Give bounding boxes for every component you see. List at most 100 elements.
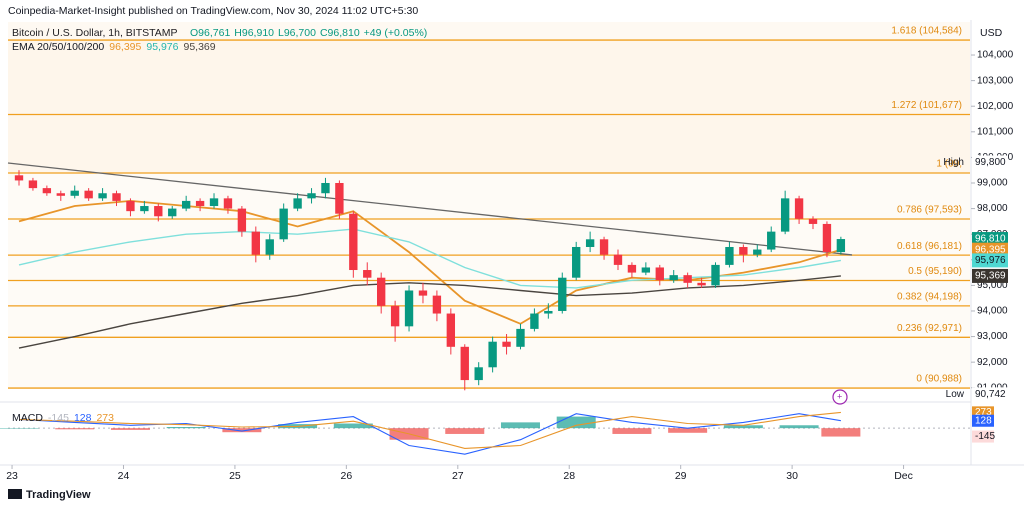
footer: TradingView bbox=[26, 489, 91, 501]
price-tag-label: 96,810 bbox=[975, 234, 1006, 245]
signal-line bbox=[18, 411, 841, 449]
y-tick-label: 92,000 bbox=[977, 357, 1008, 368]
macd-histogram-bar bbox=[723, 425, 763, 429]
candle-body bbox=[711, 264, 720, 286]
low-text: Low bbox=[946, 389, 965, 400]
candle-body bbox=[349, 213, 358, 271]
candle-body bbox=[516, 328, 525, 347]
price-tag bbox=[972, 242, 1008, 257]
y-tick-label: 98,000 bbox=[977, 203, 1008, 214]
x-tick-label: 28 bbox=[563, 470, 575, 482]
ohlc-item: L96,700 bbox=[278, 27, 316, 39]
candle-body bbox=[753, 249, 762, 255]
candle-body bbox=[627, 264, 637, 273]
fib-label: 0.618 (96,181) bbox=[897, 241, 962, 252]
candle-body bbox=[432, 295, 442, 314]
low-tag bbox=[972, 387, 1008, 402]
x-tick-label: 27 bbox=[452, 470, 464, 482]
candle-body bbox=[585, 239, 595, 247]
macd-tag-label: -145 bbox=[975, 431, 995, 442]
macd-histogram-bar bbox=[612, 428, 652, 434]
x-tick-label: Dec bbox=[894, 470, 913, 482]
candle-body bbox=[265, 239, 274, 255]
fib-label: 0.236 (92,971) bbox=[897, 323, 962, 334]
high-label: 99,800 bbox=[975, 157, 1006, 168]
y-tick-label: 94,000 bbox=[977, 306, 1008, 317]
y-tick-label: 95,000 bbox=[977, 280, 1008, 291]
macd-tag-label: 128 bbox=[975, 415, 992, 426]
macd-legend-value: 128 bbox=[74, 412, 92, 424]
candle-body bbox=[683, 275, 692, 283]
candle-body bbox=[530, 313, 539, 329]
macd-histogram-bar bbox=[500, 422, 540, 429]
high-text: High bbox=[943, 157, 964, 168]
candle-body bbox=[558, 277, 567, 311]
fib-zone bbox=[8, 114, 970, 173]
candle-body bbox=[237, 208, 247, 232]
event-icon[interactable] bbox=[832, 389, 848, 405]
candle-body bbox=[279, 208, 288, 240]
candle-body bbox=[794, 198, 804, 219]
x-tick-label: 29 bbox=[675, 470, 687, 482]
candle-body bbox=[446, 313, 456, 347]
candle-body bbox=[154, 206, 163, 217]
macd-histogram-bar bbox=[222, 428, 262, 433]
fib-zone bbox=[8, 255, 970, 281]
macd-legend: MACD -145 128 273 bbox=[12, 412, 114, 424]
candle-body bbox=[404, 290, 414, 327]
candle-body bbox=[474, 367, 483, 381]
macd-histogram-bar bbox=[0, 428, 39, 429]
y-tick-label: 104,000 bbox=[977, 50, 1014, 61]
macd-histogram-bar bbox=[779, 425, 819, 429]
ema-legend: EMA 20/50/100/200 96,395 95,976 95,369 bbox=[12, 41, 216, 53]
candle-body bbox=[209, 198, 219, 207]
macd-tag bbox=[972, 414, 994, 427]
macd-histogram-bar bbox=[166, 427, 206, 429]
fib-label: 0 (90,988) bbox=[916, 374, 962, 385]
macd-histogram-bar bbox=[333, 423, 373, 429]
published: Coinpedia-Market-Insight published on Tr… bbox=[8, 5, 418, 17]
logo bbox=[8, 489, 22, 499]
macd-title: MACD bbox=[12, 412, 43, 424]
candle-body bbox=[572, 246, 581, 278]
ohlc-item: +49 (+0.05%) bbox=[364, 27, 428, 39]
price-tag-label: 95,369 bbox=[975, 271, 1006, 282]
fib-label: 0.382 (94,198) bbox=[897, 292, 962, 303]
fib-zone bbox=[8, 40, 970, 115]
low-label: 90,742 bbox=[975, 389, 1006, 400]
price-tag-label: 96,395 bbox=[975, 244, 1006, 255]
ema-legend-value: 95,976 bbox=[146, 41, 178, 53]
symbol: Bitcoin / U.S. Dollar, 1h, BITSTAMP bbox=[12, 27, 178, 39]
ohlc: O96,761 H96,910 L96,700 C96,810 +49 (+0.05%) bbox=[190, 27, 427, 39]
y-tick-label: 103,000 bbox=[977, 75, 1014, 86]
candle-body bbox=[28, 180, 38, 189]
fib-label: 0.5 (95,190) bbox=[908, 266, 962, 277]
candle-body bbox=[363, 270, 372, 278]
fib-label: 1 (99, bbox=[936, 159, 962, 170]
ema-legend-value: 95,369 bbox=[184, 41, 216, 53]
y-tick-label: 102,000 bbox=[977, 101, 1014, 112]
candle-body bbox=[195, 200, 205, 207]
candle-body bbox=[808, 218, 818, 224]
price-tag bbox=[972, 268, 1008, 283]
candle-body bbox=[544, 310, 553, 314]
candle-body bbox=[390, 305, 400, 327]
candle-body bbox=[42, 188, 52, 194]
candle-body bbox=[84, 190, 93, 199]
x-tick-label: 24 bbox=[118, 470, 130, 482]
high-tag bbox=[972, 155, 1008, 170]
y-tick-label: 93,000 bbox=[977, 331, 1008, 342]
candle-body bbox=[725, 246, 734, 265]
candle-body bbox=[140, 206, 149, 212]
candle-body bbox=[599, 239, 609, 255]
fib-label: 0.786 (97,593) bbox=[897, 205, 962, 216]
fib-zone-top bbox=[8, 22, 970, 41]
candle-body bbox=[168, 208, 177, 217]
macd-histogram-bar bbox=[556, 416, 596, 429]
candle-body bbox=[822, 223, 832, 253]
macd-legend-value: -145 bbox=[48, 412, 69, 424]
ohlc-item: H96,910 bbox=[234, 27, 274, 39]
candle-body bbox=[460, 346, 469, 381]
macd-histogram-bar bbox=[668, 428, 708, 433]
